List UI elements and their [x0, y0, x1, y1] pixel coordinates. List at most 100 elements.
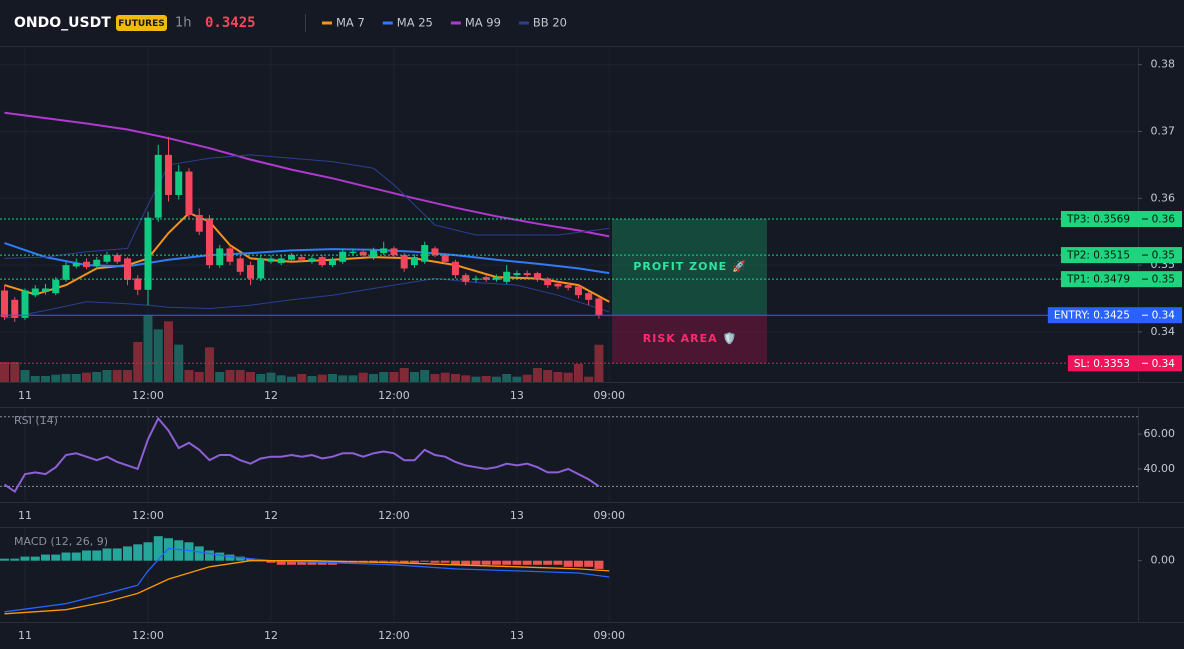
- candle-body: [31, 288, 39, 296]
- volume-bar: [338, 375, 348, 382]
- zone: [612, 219, 767, 316]
- histogram-bar: [409, 560, 419, 563]
- level-axis-label: 0.34: [1152, 310, 1176, 322]
- candle-body: [308, 258, 316, 262]
- panel-title: RSI (14): [14, 414, 58, 427]
- histogram-bar: [286, 560, 296, 565]
- level-tag: [1060, 211, 1182, 228]
- candle-body: [574, 286, 582, 296]
- y-tick-label: 40.00: [1144, 462, 1176, 475]
- zone-label: RISK AREA 🛡️: [643, 332, 737, 345]
- x-tick-label: 12: [264, 509, 278, 522]
- volume-bar: [440, 372, 450, 382]
- legend-label: MA 99: [465, 16, 501, 30]
- x-tick-label: 13: [510, 389, 524, 402]
- candle-body: [380, 248, 388, 254]
- x-tick-label: 11: [18, 389, 32, 402]
- volume-bar: [594, 344, 604, 382]
- volume-bar: [81, 372, 91, 382]
- level-label: TP3: 0.3569: [1066, 214, 1130, 226]
- y-tick-label: 0.34: [1151, 325, 1176, 338]
- zone: [612, 315, 767, 364]
- volume-bar: [0, 362, 10, 382]
- histogram-bar: [41, 554, 51, 561]
- volume-bar: [10, 362, 20, 382]
- level-label: ENTRY: 0.3425: [1054, 310, 1130, 322]
- candle-body: [257, 258, 265, 279]
- histogram-bar: [481, 560, 491, 565]
- histogram-bar: [61, 552, 71, 561]
- histogram-bar: [491, 560, 501, 565]
- volume-bar: [112, 370, 122, 382]
- candle-body: [93, 259, 101, 267]
- badge-bg: [116, 15, 167, 31]
- volume-bar: [20, 370, 30, 382]
- volume-bar: [389, 372, 399, 382]
- candle-body: [52, 279, 60, 294]
- volume-bar: [327, 374, 337, 382]
- histogram-bar: [20, 556, 30, 561]
- y-tick-label: 0.37: [1151, 125, 1176, 138]
- histogram-bar: [81, 550, 91, 561]
- volume-bar: [532, 368, 542, 382]
- volume-bar: [379, 372, 389, 382]
- candle-body: [185, 171, 193, 215]
- candle-body: [154, 154, 162, 218]
- candle-body: [482, 277, 490, 280]
- rsi-line: [3, 416, 600, 494]
- candle-body: [72, 263, 80, 267]
- volume-bar: [184, 370, 194, 382]
- histogram-bar: [512, 560, 522, 565]
- candle-body: [236, 258, 244, 272]
- y-tick-label: 0.36: [1151, 191, 1176, 204]
- level-axis-label: 0.36: [1152, 214, 1176, 226]
- volume-bar: [563, 372, 573, 382]
- x-tick-label: 12:00: [132, 389, 164, 402]
- x-tick-label: 12: [264, 629, 278, 642]
- volume-bar: [491, 376, 501, 382]
- level-label: TP1: 0.3479: [1066, 274, 1130, 286]
- candle-body: [277, 258, 285, 264]
- histogram-bar: [430, 560, 440, 563]
- legend-label: MA 25: [397, 16, 433, 30]
- volume-bar: [348, 375, 358, 382]
- candle-body: [287, 255, 295, 260]
- x-tick-label: 09:00: [593, 509, 625, 522]
- candle-body: [410, 257, 418, 266]
- level-label: TP2: 0.3515: [1066, 250, 1130, 262]
- histogram-bar: [51, 554, 61, 561]
- volume-bar: [30, 376, 40, 382]
- volume-bar: [297, 374, 307, 382]
- candle-body: [503, 271, 511, 282]
- candle-body: [441, 255, 449, 262]
- volume-bar: [543, 370, 553, 382]
- histogram-bar: [573, 560, 583, 567]
- histogram-bar: [143, 542, 153, 561]
- volume-bar: [358, 372, 368, 382]
- histogram-bar: [297, 560, 307, 565]
- histogram-bar: [204, 550, 214, 561]
- y-tick-label: 60.00: [1144, 427, 1176, 440]
- volume-bar: [420, 370, 430, 382]
- candle-body: [564, 285, 572, 288]
- volume-bar: [153, 329, 163, 382]
- volume-bar: [276, 375, 286, 382]
- volume-bar: [266, 372, 276, 382]
- histogram-bar: [379, 560, 389, 562]
- macd-line: [4, 560, 610, 615]
- x-tick-label: 12:00: [378, 629, 410, 642]
- candle-body: [216, 248, 224, 266]
- histogram-bar: [399, 560, 409, 563]
- volume-bar: [143, 315, 153, 382]
- volume-bar: [573, 364, 583, 382]
- x-tick-label: 12:00: [378, 509, 410, 522]
- x-tick-label: 12:00: [132, 509, 164, 522]
- histogram-bar: [215, 552, 225, 561]
- histogram-bar: [102, 548, 112, 561]
- histogram-bar: [235, 556, 245, 561]
- histogram-bar: [184, 542, 194, 561]
- x-tick-label: 11: [18, 629, 32, 642]
- volume-bar: [133, 342, 143, 382]
